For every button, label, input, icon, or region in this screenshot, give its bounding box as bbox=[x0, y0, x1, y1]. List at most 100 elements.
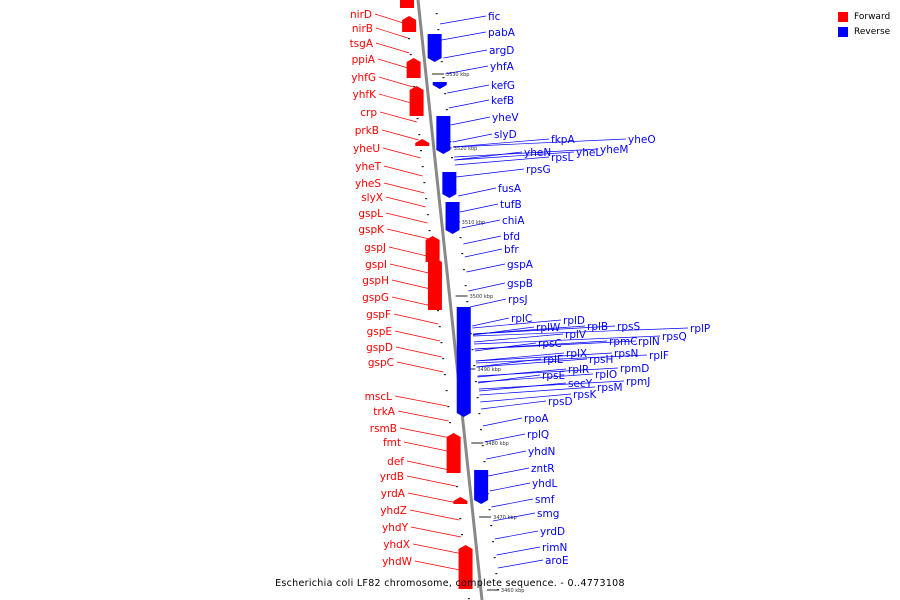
reverse-gene-label: yheM bbox=[600, 144, 628, 156]
axis-tick bbox=[461, 253, 464, 255]
forward-gene-arrowhead bbox=[458, 545, 473, 549]
reverse-gene-leader bbox=[453, 138, 627, 148]
reverse-gene-leader bbox=[470, 298, 507, 308]
axis-tick bbox=[459, 237, 462, 239]
reverse-gene-arrowhead bbox=[432, 85, 447, 89]
forward-gene-label: yhfG bbox=[351, 72, 376, 84]
forward-gene-label: tsgA bbox=[350, 38, 374, 50]
reverse-gene-arrowhead bbox=[442, 194, 457, 198]
forward-gene-leader bbox=[391, 279, 435, 291]
reverse-gene-leader bbox=[468, 282, 506, 292]
forward-gene-leader bbox=[385, 212, 428, 224]
reverse-gene-leader bbox=[491, 498, 534, 508]
kbp-label: 3510 kbp bbox=[462, 220, 486, 226]
axis-tick bbox=[445, 109, 448, 111]
axis-tick bbox=[423, 182, 426, 184]
forward-gene-label: yhdX bbox=[383, 539, 410, 551]
reverse-gene-leader bbox=[479, 382, 567, 392]
forward-gene-label: ppiA bbox=[352, 54, 376, 66]
forward-gene-block bbox=[427, 262, 442, 310]
axis-tick bbox=[444, 93, 447, 95]
forward-gene-leader bbox=[383, 182, 425, 194]
forward-gene-label: nirB bbox=[352, 23, 373, 35]
forward-gene-label: yheU bbox=[353, 143, 380, 155]
reverse-gene-label: rpmJ bbox=[626, 376, 650, 388]
forward-gene-block bbox=[415, 143, 430, 146]
axis-tick bbox=[473, 365, 476, 367]
axis-tick bbox=[474, 381, 477, 383]
reverse-gene-leader bbox=[454, 148, 599, 158]
axis-tick bbox=[442, 358, 445, 360]
forward-gene-leader bbox=[385, 196, 426, 208]
axis-tick bbox=[425, 198, 428, 200]
forward-gene-leader bbox=[394, 330, 441, 342]
forward-gene-leader bbox=[406, 460, 455, 472]
axis-tick bbox=[438, 326, 441, 328]
reverse-gene-leader bbox=[476, 358, 588, 368]
reverse-gene-block bbox=[432, 82, 447, 85]
reverse-gene-label: rpmD bbox=[620, 363, 649, 375]
reverse-gene-leader bbox=[445, 65, 489, 75]
axis-tick bbox=[413, 86, 416, 88]
reverse-gene-leader bbox=[479, 386, 596, 396]
reverse-gene-label: rplF bbox=[649, 350, 669, 362]
reverse-gene-block bbox=[442, 172, 457, 194]
forward-gene-label: prkB bbox=[355, 125, 379, 137]
axis-tick bbox=[445, 390, 448, 392]
forward-gene-arrowhead bbox=[425, 236, 440, 240]
forward-gene-label: gspI bbox=[365, 259, 387, 271]
legend-item-reverse: Reverse bbox=[838, 24, 890, 39]
reverse-gene-leader bbox=[494, 530, 539, 540]
reverse-gene-leader bbox=[456, 168, 525, 178]
axis-tick bbox=[464, 285, 467, 287]
reverse-gene-label: smg bbox=[537, 508, 559, 520]
reverse-gene-leader bbox=[473, 333, 564, 343]
forward-gene-arrowhead bbox=[402, 16, 417, 20]
axis-tick bbox=[495, 573, 498, 575]
reverse-gene-leader bbox=[458, 187, 497, 197]
reverse-gene-label: rpsM bbox=[597, 382, 623, 394]
reverse-gene-label: secY bbox=[568, 378, 593, 390]
reverse-gene-label: smf bbox=[535, 494, 555, 506]
forward-gene-leader bbox=[412, 543, 463, 555]
forward-gene-block bbox=[446, 437, 461, 473]
reverse-gene-leader bbox=[477, 368, 567, 378]
reverse-gene-label: rpsS bbox=[617, 321, 640, 333]
forward-gene-leader bbox=[386, 228, 430, 240]
reverse-gene-label: fkpA bbox=[551, 134, 575, 146]
reverse-gene-arrowhead bbox=[456, 413, 471, 417]
reverse-gene-leader bbox=[489, 482, 531, 492]
forward-gene-leader bbox=[375, 27, 408, 39]
forward-gene-label: mscL bbox=[365, 391, 392, 403]
axis-tick bbox=[420, 150, 422, 152]
forward-gene-leader bbox=[399, 427, 451, 439]
forward-gene-label: yhdZ bbox=[380, 505, 407, 517]
reverse-gene-block bbox=[456, 307, 471, 413]
axis-tick bbox=[459, 518, 462, 520]
forward-gene-label: yhfK bbox=[353, 89, 378, 101]
kbp-label: 3490 kbp bbox=[477, 367, 501, 373]
reverse-gene-label: rpsQ bbox=[662, 331, 687, 343]
reverse-gene-label: argD bbox=[489, 45, 514, 57]
kbp-label: 3480 kbp bbox=[485, 441, 509, 447]
forward-gene-label: yrdA bbox=[381, 488, 406, 500]
kbp-label: 3470 kbp bbox=[493, 515, 517, 521]
forward-gene-arrowhead bbox=[446, 433, 461, 437]
forward-gene-block bbox=[425, 240, 440, 262]
axis-tick bbox=[451, 157, 453, 159]
forward-gene-block bbox=[409, 90, 424, 116]
reverse-gene-leader bbox=[474, 340, 637, 350]
forward-gene-leader bbox=[409, 509, 460, 521]
reverse-gene-leader bbox=[439, 15, 487, 25]
axis-tick bbox=[442, 77, 445, 79]
forward-gene-block bbox=[406, 62, 421, 78]
reverse-gene-leader bbox=[475, 352, 565, 362]
reverse-gene-leader bbox=[488, 467, 530, 477]
axis-tick bbox=[469, 333, 472, 335]
forward-gene-leader bbox=[388, 246, 432, 258]
forward-gene-label: yhdW bbox=[382, 556, 413, 568]
kbp-label: 3520 kbp bbox=[454, 146, 478, 152]
reverse-gene-label: rplW bbox=[536, 322, 561, 334]
reverse-gene-leader bbox=[459, 203, 499, 213]
axis-tick bbox=[440, 342, 443, 344]
